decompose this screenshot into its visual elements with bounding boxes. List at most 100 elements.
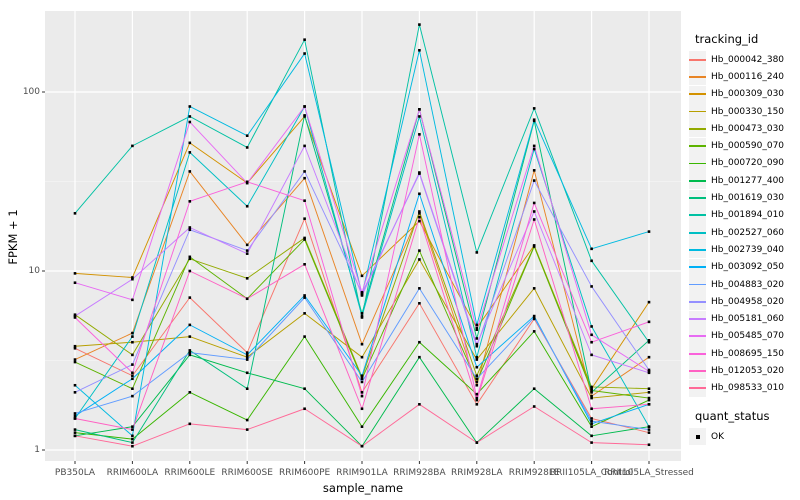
data-point	[131, 387, 134, 391]
line-swatch-icon	[689, 76, 706, 78]
line-swatch-icon	[689, 352, 706, 355]
legend-entry-Hb_004883_020: Hb_004883_020	[689, 276, 799, 293]
data-point	[303, 335, 306, 338]
data-point	[590, 407, 593, 411]
data-point	[418, 258, 421, 261]
data-point	[245, 204, 249, 208]
data-point	[245, 180, 249, 184]
legend-label: Hb_004958_020	[711, 296, 785, 307]
data-point	[475, 403, 479, 406]
legend-swatch	[689, 362, 706, 380]
data-point	[590, 340, 593, 344]
x-tick-label: RRIM600PE	[278, 468, 331, 478]
data-point	[131, 335, 134, 338]
data-point	[475, 355, 479, 359]
legend-swatch	[689, 206, 706, 224]
x-tick-label: RRIM928LA	[451, 468, 503, 478]
data-point	[360, 425, 364, 428]
data-point	[245, 249, 249, 252]
legend-entry-Hb_003092_050: Hb_003092_050	[689, 258, 799, 276]
data-point	[647, 355, 651, 359]
data-point	[418, 48, 421, 52]
data-point	[188, 141, 192, 145]
data-point	[188, 226, 192, 229]
data-point	[532, 405, 536, 408]
data-point	[647, 387, 651, 391]
data-point	[590, 434, 593, 438]
legend-label: Hb_000309_030	[711, 89, 785, 100]
data-point	[418, 210, 421, 213]
data-point	[131, 377, 134, 381]
point-icon	[695, 434, 700, 439]
data-point	[131, 331, 134, 335]
data-point	[475, 374, 479, 378]
data-point	[73, 358, 77, 361]
x-tick-label: PB350LA	[54, 468, 96, 478]
data-point	[245, 134, 249, 137]
data-point	[647, 320, 651, 324]
data-point	[647, 403, 651, 406]
data-point	[418, 171, 421, 174]
data-point	[303, 296, 306, 299]
data-point	[360, 377, 364, 381]
data-point	[188, 353, 192, 357]
data-point	[245, 297, 249, 301]
legend-label: Hb_000720_090	[711, 158, 785, 169]
data-point	[131, 144, 134, 148]
data-point	[475, 365, 479, 369]
data-point	[418, 340, 421, 344]
legend-swatch	[689, 276, 706, 293]
data-point	[73, 272, 77, 275]
legend-label: Hb_098533_010	[711, 383, 785, 394]
data-point	[475, 251, 479, 254]
data-point	[418, 287, 421, 290]
data-point	[131, 276, 134, 279]
legend-label: Hb_003092_050	[711, 262, 785, 273]
data-point	[73, 414, 77, 418]
data-point	[245, 387, 249, 391]
data-point	[245, 418, 249, 422]
line-swatch-icon	[689, 145, 706, 148]
data-point	[647, 425, 651, 428]
line-swatch-icon	[689, 231, 706, 234]
data-point	[475, 342, 479, 346]
legend-entry-Hb_002739_040: Hb_002739_040	[689, 241, 799, 259]
data-point	[360, 391, 364, 394]
data-point	[532, 144, 536, 148]
legend-entry-Hb_001894_010: Hb_001894_010	[689, 206, 799, 224]
x-tick-label: RRIM928LE	[508, 468, 560, 478]
data-point	[418, 212, 421, 215]
data-point	[590, 389, 593, 392]
legend-swatch	[689, 51, 706, 69]
data-point	[303, 114, 306, 117]
data-point	[188, 296, 192, 299]
data-point	[475, 396, 479, 400]
legend-label: Hb_000330_150	[711, 106, 785, 117]
data-point	[647, 396, 651, 400]
data-point	[188, 120, 192, 124]
data-point	[245, 351, 249, 354]
data-point	[590, 394, 593, 398]
data-point	[73, 383, 77, 387]
data-point	[590, 417, 593, 420]
data-point	[532, 387, 536, 391]
data-point	[590, 422, 593, 426]
data-point	[360, 314, 364, 318]
data-point	[73, 428, 77, 431]
line-swatch-icon	[689, 179, 706, 182]
data-point	[532, 317, 536, 321]
legend-swatch	[689, 137, 706, 155]
x-tick-label: RRII105LA_Control	[549, 468, 634, 478]
data-point	[532, 210, 536, 213]
data-point	[188, 391, 192, 394]
x-tick-label: RRIM600SE	[221, 468, 273, 478]
legend-entry-Hb_008695_150: Hb_008695_150	[689, 345, 799, 363]
data-point	[303, 294, 306, 297]
data-point	[131, 434, 134, 438]
y-tick-label: 10	[28, 266, 40, 276]
data-point	[73, 316, 77, 319]
data-point	[532, 147, 536, 151]
data-point	[475, 441, 479, 444]
legend-label-ok: OK	[711, 431, 724, 442]
data-point	[303, 105, 306, 108]
